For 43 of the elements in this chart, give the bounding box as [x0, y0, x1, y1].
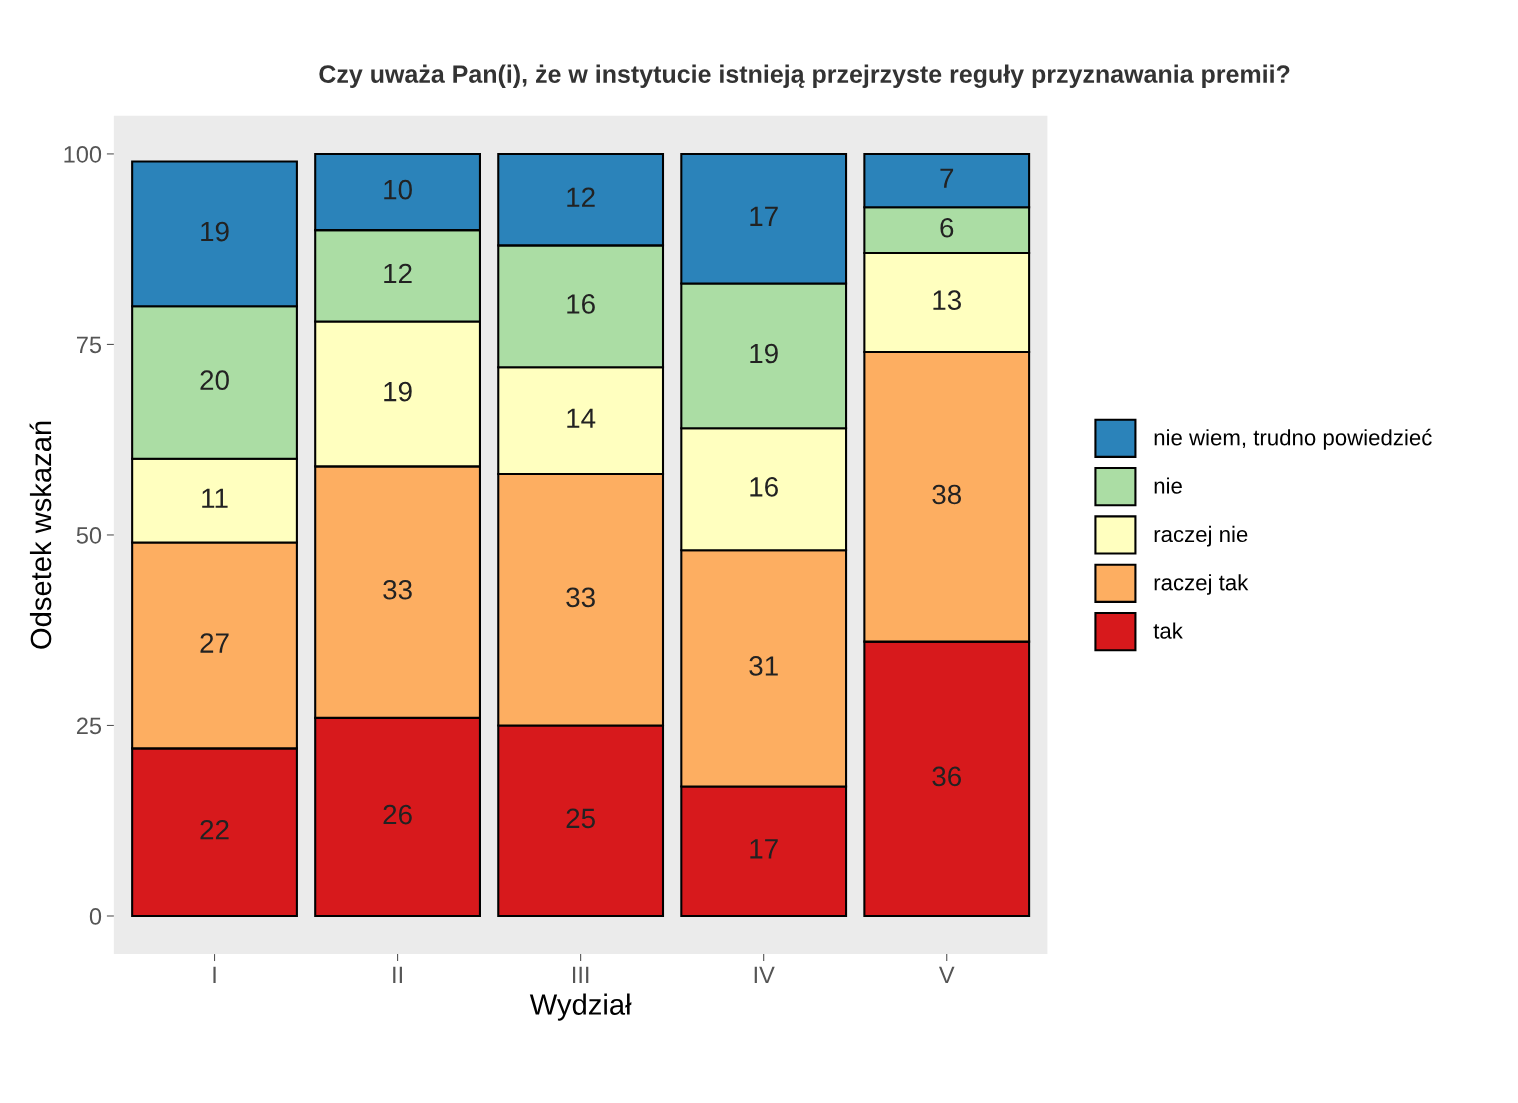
- data-label: 33: [383, 579, 412, 600]
- data-label: 12: [384, 263, 412, 284]
- legend-label: raczej tak: [1154, 574, 1249, 595]
- x-tick-label: III: [572, 966, 589, 984]
- legend-label: raczej nie: [1154, 525, 1248, 547]
- y-axis-title: Odsetek wskazań: [29, 421, 52, 649]
- data-label: 20: [200, 370, 229, 390]
- data-label: 25: [566, 808, 595, 829]
- x-tick-label: I: [213, 966, 216, 984]
- data-label: 31: [749, 656, 778, 676]
- x-tick-label: V: [938, 966, 955, 984]
- legend-label: nie: [1154, 477, 1182, 494]
- chart-title: Czy uważa Pan(i), że w instytucie istnieją przejrzyste reguły przyznawania premii?: [319, 64, 1290, 89]
- x-axis-title: Wydział: [529, 993, 632, 1021]
- legend-label: nie wiem, trudno powiedzieć: [1154, 428, 1432, 450]
- legend-label: tak: [1153, 622, 1183, 639]
- data-label: 19: [384, 381, 412, 402]
- data-label: 27: [200, 633, 229, 653]
- y-tick-label: 100: [64, 145, 102, 163]
- data-label: 26: [383, 804, 412, 825]
- data-label: 12: [567, 187, 595, 207]
- data-label: 6: [940, 217, 954, 238]
- data-label: 19: [750, 343, 778, 364]
- data-label: 19: [201, 221, 229, 242]
- data-label: 14: [567, 408, 596, 428]
- y-tick-label: 75: [76, 336, 102, 354]
- data-label: 11: [202, 488, 228, 508]
- x-tick-label: II: [393, 966, 402, 984]
- y-tick-label: 25: [76, 717, 102, 735]
- data-label: 7: [940, 168, 954, 188]
- data-label: 17: [750, 839, 778, 859]
- y-tick-label: 0: [89, 908, 102, 925]
- data-label: 36: [932, 766, 961, 787]
- data-label: 33: [566, 587, 595, 608]
- data-label: 16: [750, 477, 778, 497]
- data-label: 13: [933, 290, 961, 310]
- y-tick-label: 50: [76, 527, 102, 544]
- data-label: 17: [750, 206, 778, 226]
- data-label: 16: [567, 294, 595, 314]
- data-label: 38: [932, 484, 961, 505]
- data-label: 10: [384, 179, 412, 200]
- data-label: 22: [200, 819, 229, 840]
- x-tick-label: IV: [754, 966, 775, 984]
